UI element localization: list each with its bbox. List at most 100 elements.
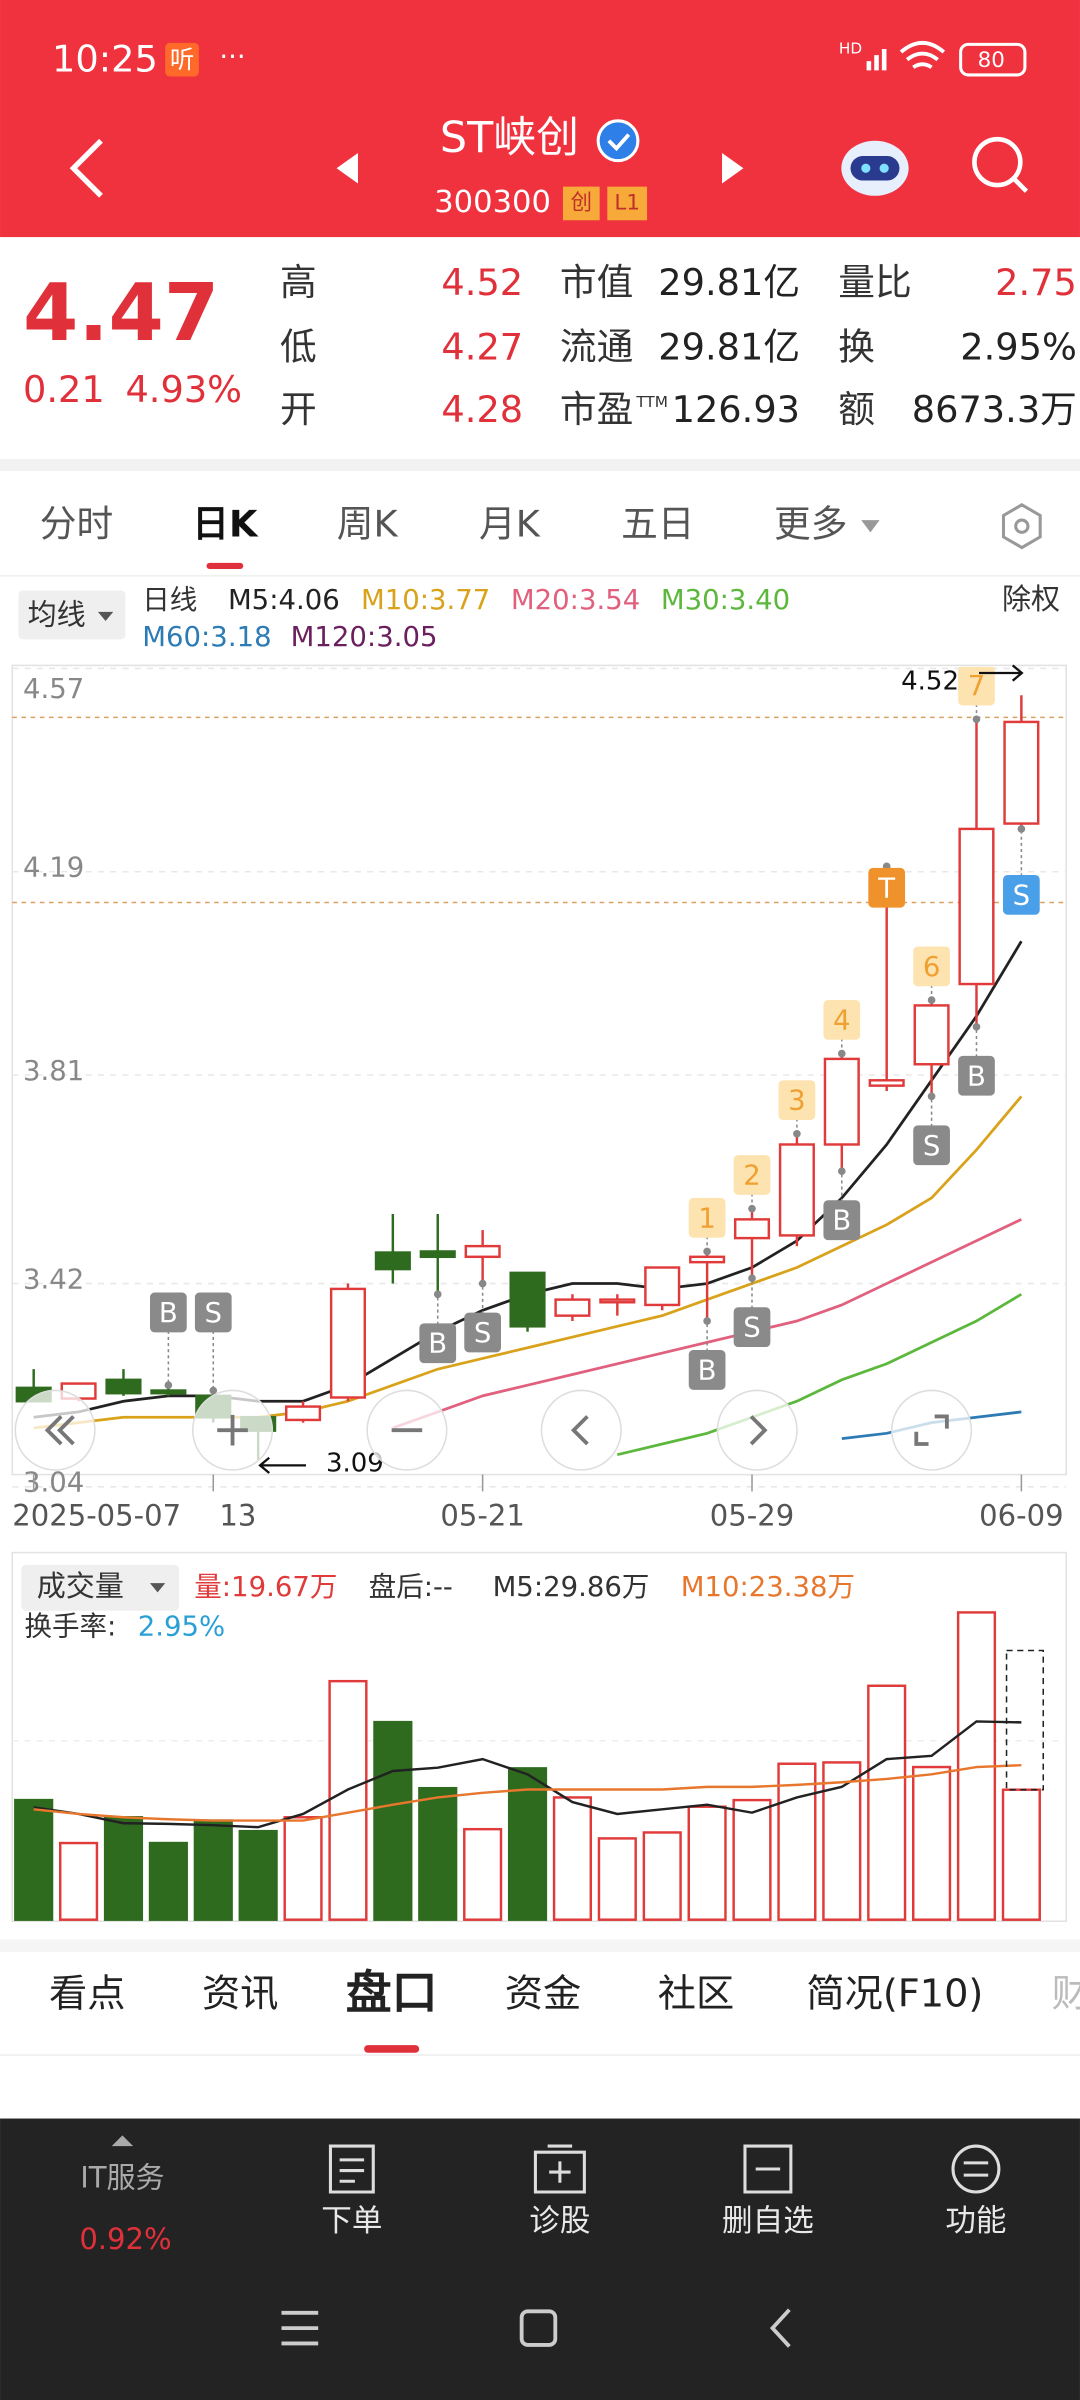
marker-bg: [913, 946, 950, 987]
nav-bar: [281, 2308, 791, 2348]
header-bg: [0, 0, 1080, 238]
bottom-tab[interactable]: 财: [1052, 1973, 1080, 2017]
volume-bar: [732, 1798, 772, 1921]
chart-frame: [11, 664, 1067, 1476]
wifi-icon: [899, 40, 946, 69]
volume-bar: [642, 1831, 682, 1921]
volume-bar: [777, 1762, 817, 1921]
x-tick-label: 06-09: [979, 1498, 1063, 1532]
marker-text: S: [1013, 879, 1030, 911]
selector-bg[interactable]: [21, 1564, 180, 1611]
marker-bg: [688, 1197, 726, 1238]
menu-button[interactable]: [281, 2310, 319, 2346]
field-value: 4.28: [441, 388, 523, 431]
next-stock[interactable]: [722, 152, 744, 184]
selector-bg[interactable]: [18, 590, 126, 640]
volume-bar: [463, 1827, 503, 1921]
back-button[interactable]: [69, 138, 103, 198]
marker-bg: [913, 1125, 950, 1166]
field-label: 换: [838, 325, 875, 368]
bottom-tab[interactable]: 资金: [505, 1973, 581, 2017]
field-label: 市值: [560, 261, 633, 304]
x-tick-label: 13: [219, 1498, 256, 1532]
listen[interactable]: 听: [170, 45, 194, 74]
zoom-out-left[interactable]: [14, 1389, 96, 1471]
robot-eye: [861, 163, 871, 173]
vol-m10: M10:23.38万: [681, 1571, 855, 1603]
volume-ma-line: [33, 1720, 1022, 1829]
bottom-tab[interactable]: 简况(F10): [806, 1973, 983, 2017]
bottom-tab[interactable]: 盘口: [346, 1966, 438, 2020]
volume-bar: [597, 1837, 637, 1921]
ma-line: [617, 1293, 1023, 1457]
chart-tab[interactable]: 月K: [479, 503, 541, 546]
candle-body: [644, 1266, 681, 1307]
marker-bg: [778, 1080, 816, 1121]
icon: [533, 2144, 586, 2194]
y-tick-label: 3.04: [23, 1467, 84, 1499]
marker-dot: [793, 1129, 801, 1138]
volume-label: 量:19.67万: [194, 1571, 337, 1603]
chart-tab[interactable]: 更多: [774, 503, 847, 546]
marker-bg: [1003, 874, 1040, 915]
home-button[interactable]: [519, 2309, 558, 2347]
bottom-tab[interactable]: 社区: [658, 1973, 734, 2017]
marker-dot: [972, 715, 981, 724]
marker-text: T: [877, 872, 895, 904]
dock-item[interactable]: 删自选: [722, 2204, 814, 2239]
marker-dot: [748, 1274, 756, 1283]
scroll-right[interactable]: [716, 1389, 798, 1471]
candle-body: [419, 1250, 456, 1259]
verified-check: [607, 133, 631, 152]
chart-tab[interactable]: 周K: [337, 503, 399, 546]
bottom-tab[interactable]: 资讯: [202, 1973, 278, 2017]
field-value: 29.81亿: [658, 325, 800, 368]
y-tick-label: 4.57: [23, 673, 84, 705]
ma-selector[interactable]: 均线: [28, 597, 86, 631]
price: 4.47: [23, 266, 219, 359]
candle-body: [599, 1298, 636, 1304]
dock-item[interactable]: 功能: [945, 2204, 1006, 2239]
volume-selector[interactable]: 成交量: [37, 1569, 124, 1603]
battery: [959, 42, 1027, 77]
volume-bar: [148, 1841, 188, 1921]
settings-icon[interactable]: [1001, 503, 1042, 550]
stock-code: 300300: [434, 185, 551, 220]
tab-indicator: [206, 562, 244, 570]
marker-dot: [703, 1317, 711, 1325]
sector[interactable]: IT服务: [80, 2161, 164, 2195]
dropdown-arrow: [97, 611, 114, 622]
chart-tab[interactable]: 分时: [40, 503, 113, 546]
marker-text: 7: [968, 670, 986, 702]
dock-item[interactable]: 诊股: [529, 2204, 590, 2239]
marker-bg: [464, 1312, 501, 1353]
marker-dot: [927, 996, 936, 1004]
tab-indicator: [364, 2045, 420, 2053]
fullscreen[interactable]: [891, 1389, 973, 1471]
candle-body: [1003, 720, 1040, 825]
field-label: 市盈: [560, 388, 633, 431]
bottom-tab[interactable]: 看点: [49, 1973, 125, 2017]
chart-tab[interactable]: 五日: [621, 503, 694, 546]
high-label: 4.52: [901, 667, 959, 697]
settings-dot: [1014, 518, 1030, 534]
verified-icon: [596, 119, 640, 163]
adjust[interactable]: 除权: [1002, 582, 1060, 616]
high-arrow: [979, 664, 1024, 682]
ma-legend: M60:3.18: [142, 621, 271, 653]
x-tick-label: 05-29: [710, 1498, 794, 1532]
scroll-left[interactable]: [540, 1389, 622, 1471]
expand-arrow[interactable]: [111, 2135, 134, 2147]
volume-bar: [59, 1841, 99, 1921]
marker-dot: [837, 1049, 846, 1058]
back-nav[interactable]: [769, 2308, 791, 2348]
field-label: 流通: [560, 325, 633, 368]
dock-item[interactable]: 下单: [321, 2204, 382, 2239]
search-button[interactable]: [972, 136, 1023, 188]
marker-bg: [688, 1350, 726, 1390]
volume-bar: [912, 1765, 952, 1921]
field-label: 开: [280, 388, 317, 431]
prev-stock[interactable]: [336, 152, 358, 184]
chart-tab[interactable]: 日K: [192, 503, 259, 546]
volume-ma-line: [33, 1763, 1022, 1822]
